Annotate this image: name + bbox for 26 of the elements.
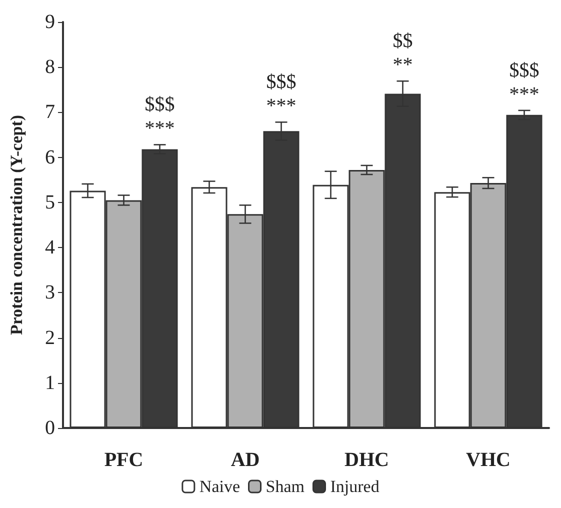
annotation: *** — [509, 83, 540, 106]
x-tick-label: VHC — [466, 449, 510, 471]
annotation: $$ — [392, 30, 413, 52]
y-tick-label: 9 — [45, 11, 55, 33]
annotation: $$$ — [509, 59, 540, 82]
y-tick-label: 3 — [45, 282, 55, 304]
y-tick-label: 4 — [45, 236, 55, 259]
annotation: ** — [392, 54, 413, 76]
y-tick-label: 8 — [45, 56, 55, 78]
annotation: $$$ — [144, 94, 175, 116]
x-tick-label: DHC — [344, 449, 389, 471]
y-axis-title: Protein concentration (Y-cept) — [7, 114, 26, 336]
y-tick-label: 1 — [45, 372, 55, 394]
y-tick-label: 7 — [45, 101, 55, 124]
annotation: *** — [144, 118, 175, 140]
annotation: *** — [266, 95, 296, 118]
x-tick-label: AD — [230, 449, 260, 471]
y-tick-label: 6 — [45, 146, 55, 168]
y-tick-label: 2 — [45, 326, 55, 349]
y-tick-label: 0 — [45, 417, 55, 439]
legend-label: Sham — [266, 477, 304, 496]
y-tick-label: 5 — [45, 191, 55, 214]
annotation: $$$ — [266, 71, 296, 94]
legend-label: Injured — [330, 477, 380, 496]
x-tick-label: PFC — [104, 449, 144, 471]
legend-label: Naive — [199, 477, 240, 496]
